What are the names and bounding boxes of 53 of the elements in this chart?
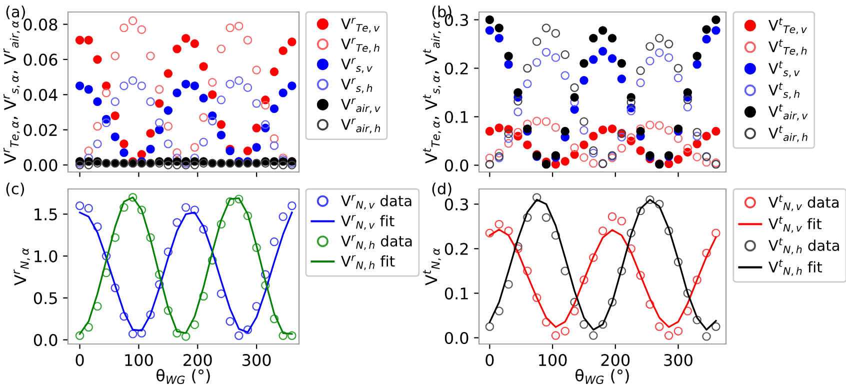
x-axis-title: θ$_{WG}$ (°) [576, 369, 629, 384]
legend-label: V$^{r}$$_{s,h}$ [341, 78, 372, 94]
x-axis-title: θ$_{WG}$ (°) [156, 369, 210, 384]
y-tick-label: 0.0 [444, 159, 468, 172]
legend-label: V$^{r}$$_{N,v}$ fit [341, 214, 394, 230]
legend-label: V$^{r}$$_{s,v}$ [341, 58, 372, 73]
x-tick-label: 200 [601, 354, 630, 366]
legend-label: V$^{r}$$_{Te,h}$ [341, 38, 380, 53]
text: V$^{t}$$_{Te,α}$, V$^{t}$$_{s,α}$, V$^{t}$$_{air,α}$ [423, 21, 441, 164]
text: (a) [6, 6, 25, 20]
y-axis-title: V$^{t}$$_{N,α}$ [423, 248, 441, 286]
legend-label: V$^{r}$$_{air,v}$ [341, 98, 380, 114]
y-tick-label: 0.1 [444, 110, 468, 124]
y-tick-label: 0.2 [444, 62, 468, 75]
x-tick-label: 100 [125, 354, 153, 366]
legend-label: V$^{r}$$_{N,h}$ fit [341, 255, 395, 270]
legend-label: V$^{t}$$_{air,v}$ [768, 104, 808, 120]
legend-label: V$^{t}$$_{N,v}$ fit [768, 216, 822, 233]
legend-label: V$^{t}$$_{air,h}$ [768, 126, 808, 142]
y-tick-label: 0.00 [24, 159, 58, 172]
text: (d) [432, 182, 452, 196]
legend-label: V$^{r}$$_{N,v}$ data [341, 194, 412, 210]
y-tick-label: 0.06 [24, 54, 58, 66]
x-tick-label: 300 [664, 354, 692, 366]
x-tick-label: 0 [76, 354, 84, 366]
legend-label: V$^{t}$$_{s,v}$ [768, 61, 800, 78]
text: V$^{r}$$_{Te,α}$, V$^{r}$$_{s,α}$, V$^{r}$$_{air,α}$ [3, 20, 20, 164]
legend-label: V$^{t}$$_{Te,v}$ [768, 18, 807, 34]
y-tick-label: 0.5 [34, 292, 57, 304]
legend-label: V$^{t}$$_{s,h}$ [768, 82, 800, 99]
legend-label: V$^{t}$$_{Te,h}$ [768, 39, 807, 56]
legend-label: V$^{t}$$_{N,h}$ data [768, 238, 839, 254]
legend-label: V$^{r}$$_{N,h}$ data [341, 235, 412, 250]
y-tick-label: 0.3 [444, 198, 468, 210]
y-tick-label: 1.5 [34, 208, 57, 220]
x-tick-label: 0 [486, 354, 494, 366]
legend-label: V$^{r}$$_{Te,v}$ [341, 18, 380, 33]
y-tick-label: 1.0 [34, 250, 58, 262]
legend-label: V$^{t}$$_{N,v}$ data [768, 194, 839, 212]
x-tick-label: 200 [184, 354, 212, 366]
y-tick-label: 0.1 [444, 287, 468, 300]
y-tick-label: 0.0 [34, 334, 58, 346]
y-tick-label: 0.04 [24, 88, 58, 101]
text: (c) [6, 182, 24, 196]
x-tick-label: 300 [242, 354, 271, 366]
y-tick-label: 0.0 [444, 332, 468, 344]
y-axis-title: V$^{r}$$_{N,α}$ [14, 248, 30, 286]
legend-label: V$^{t}$$_{N,h}$ fit [768, 260, 822, 276]
x-tick-label: 100 [539, 354, 567, 366]
legend-label: V$^{r}$$_{air,h}$ [341, 118, 380, 134]
y-tick-label: 0.08 [24, 18, 58, 31]
y-tick-label: 0.02 [24, 124, 57, 136]
y-tick-label: 0.2 [444, 242, 468, 255]
